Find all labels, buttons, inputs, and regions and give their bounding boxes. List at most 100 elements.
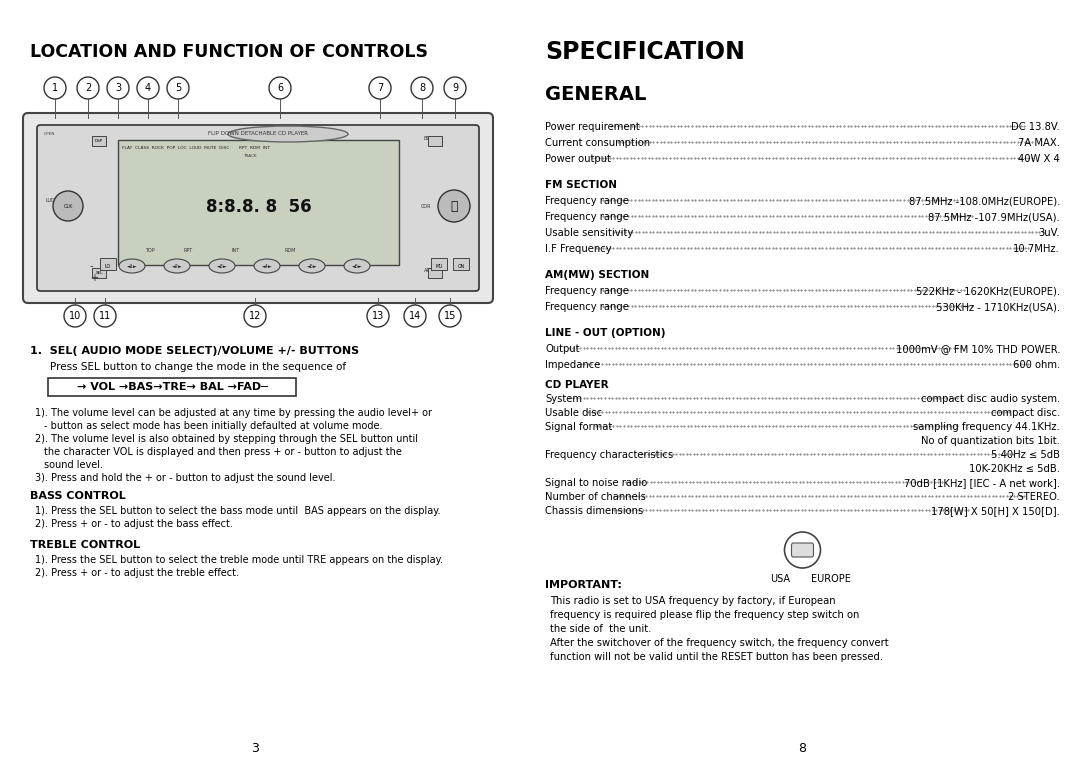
Bar xyxy=(428,268,442,278)
Text: Usable disc: Usable disc xyxy=(545,408,603,418)
Text: 1: 1 xyxy=(52,83,58,93)
Circle shape xyxy=(77,77,99,99)
Text: RDM: RDM xyxy=(284,248,296,252)
Text: TRACK: TRACK xyxy=(243,154,257,158)
Text: CD PLAYER: CD PLAYER xyxy=(545,380,609,390)
Text: AP: AP xyxy=(424,267,430,273)
Circle shape xyxy=(784,532,821,568)
Text: 2: 2 xyxy=(85,83,91,93)
Text: 10K-20KHz ≤ 5dB.: 10K-20KHz ≤ 5dB. xyxy=(969,464,1059,474)
Text: 8:8.8. 8  56: 8:8.8. 8 56 xyxy=(205,199,311,216)
Text: 1.  SEL( AUDIO MODE SELECT)/VOLUME +/- BUTTONS: 1. SEL( AUDIO MODE SELECT)/VOLUME +/- BU… xyxy=(30,346,360,356)
Text: 7A MAX.: 7A MAX. xyxy=(1018,138,1059,148)
Circle shape xyxy=(411,77,433,99)
Text: 8: 8 xyxy=(419,83,426,93)
Text: 1). The volume level can be adjusted at any time by pressing the audio level+ or: 1). The volume level can be adjusted at … xyxy=(35,408,432,418)
Text: ◄1►: ◄1► xyxy=(126,264,137,268)
Text: INT: INT xyxy=(232,248,240,252)
Text: Output: Output xyxy=(545,344,580,354)
Text: BD: BD xyxy=(424,135,431,141)
Text: 14: 14 xyxy=(409,311,421,321)
Text: 2 STEREO.: 2 STEREO. xyxy=(1009,492,1059,502)
Text: ◄4►: ◄4► xyxy=(261,264,272,268)
Text: 3). Press and hold the + or - button to adjust the sound level.: 3). Press and hold the + or - button to … xyxy=(35,473,336,483)
Bar xyxy=(428,136,442,146)
Text: 70dB [1KHz] [IEC - A net work].: 70dB [1KHz] [IEC - A net work]. xyxy=(904,478,1059,488)
Text: TREBLE CONTROL: TREBLE CONTROL xyxy=(30,540,140,550)
Bar xyxy=(118,140,399,265)
Text: FM SECTION: FM SECTION xyxy=(545,180,617,190)
Circle shape xyxy=(44,77,66,99)
Text: AM(MW) SECTION: AM(MW) SECTION xyxy=(545,270,649,280)
Text: ON: ON xyxy=(458,264,464,268)
Text: No of quantization bits 1bit.: No of quantization bits 1bit. xyxy=(921,436,1059,446)
Bar xyxy=(92,136,106,146)
Text: Number of channels: Number of channels xyxy=(545,492,646,502)
Circle shape xyxy=(167,77,189,99)
Text: the side of  the unit.: the side of the unit. xyxy=(550,624,651,634)
Text: 1). Press the SEL button to select the bass mode until  BAS appears on the displ: 1). Press the SEL button to select the b… xyxy=(35,506,441,516)
Text: After the switchover of the frequency switch, the frequency convert: After the switchover of the frequency sw… xyxy=(550,638,889,648)
Text: Power output: Power output xyxy=(545,154,611,164)
Text: 2). Press + or - to adjust the treble effect.: 2). Press + or - to adjust the treble ef… xyxy=(35,568,239,578)
Text: DSP: DSP xyxy=(95,139,103,143)
Text: → VOL →BAS→TRE→ BAL →FAD─: → VOL →BAS→TRE→ BAL →FAD─ xyxy=(77,382,268,392)
Bar xyxy=(431,258,447,270)
Text: ⏭: ⏭ xyxy=(450,199,458,212)
Ellipse shape xyxy=(119,259,145,273)
Circle shape xyxy=(269,77,291,99)
Text: Frequency range: Frequency range xyxy=(545,212,629,222)
Text: GENERAL: GENERAL xyxy=(545,85,646,103)
Text: 178[W] X 50[H] X 150[D].: 178[W] X 50[H] X 150[D]. xyxy=(931,506,1059,516)
Text: 10: 10 xyxy=(69,311,81,321)
Circle shape xyxy=(369,77,391,99)
Text: 5: 5 xyxy=(175,83,181,93)
Text: COR: COR xyxy=(421,203,432,209)
Text: This radio is set to USA frequency by factory, if European: This radio is set to USA frequency by fa… xyxy=(550,596,836,606)
Text: ◄2►: ◄2► xyxy=(172,264,183,268)
Text: RPT: RPT xyxy=(184,248,192,252)
Text: Impedance: Impedance xyxy=(545,360,600,370)
Text: sound level.: sound level. xyxy=(44,460,103,470)
Text: 8: 8 xyxy=(798,742,807,755)
Text: 4: 4 xyxy=(145,83,151,93)
Text: Press SEL button to change the mode in the sequence of: Press SEL button to change the mode in t… xyxy=(50,362,346,372)
Bar xyxy=(453,258,469,270)
Text: USA: USA xyxy=(770,574,791,584)
Text: compact disc.: compact disc. xyxy=(990,408,1059,418)
Ellipse shape xyxy=(228,126,348,142)
Text: 2). The volume level is also obtained by stepping through the SEL button until: 2). The volume level is also obtained by… xyxy=(35,434,418,444)
Text: Current consumption: Current consumption xyxy=(545,138,650,148)
Text: - button as select mode has been initially defaulted at volume mode.: - button as select mode has been initial… xyxy=(44,421,382,431)
Text: function will not be valid until the RESET button has been pressed.: function will not be valid until the RES… xyxy=(550,652,883,662)
Text: -: - xyxy=(90,261,94,271)
Text: 1000mV @ FM 10% THD POWER.: 1000mV @ FM 10% THD POWER. xyxy=(895,344,1059,354)
Text: EUROPE: EUROPE xyxy=(811,574,850,584)
Text: TOP: TOP xyxy=(145,248,154,252)
Text: 87.5MHz -107.9MHz(USA).: 87.5MHz -107.9MHz(USA). xyxy=(928,212,1059,222)
Bar xyxy=(100,258,116,270)
Ellipse shape xyxy=(345,259,370,273)
Text: sampling frequency 44.1KHz.: sampling frequency 44.1KHz. xyxy=(914,422,1059,432)
Text: Signal format: Signal format xyxy=(545,422,612,432)
Text: FLAT  CLASS  ROCK  POP  LOC  LOUD  MUTE  DISC       RPT  RDM  INT: FLAT CLASS ROCK POP LOC LOUD MUTE DISC R… xyxy=(122,146,270,150)
Text: +: + xyxy=(90,273,98,283)
Text: LO: LO xyxy=(105,264,111,268)
Circle shape xyxy=(64,305,86,327)
Text: 522KHz - 1620KHz(EUROPE).: 522KHz - 1620KHz(EUROPE). xyxy=(916,286,1059,296)
Circle shape xyxy=(438,190,470,222)
Text: LINE - OUT (OPTION): LINE - OUT (OPTION) xyxy=(545,328,665,338)
Text: 5.40Hz ≤ 5dB: 5.40Hz ≤ 5dB xyxy=(991,450,1059,460)
Circle shape xyxy=(94,305,116,327)
Text: LUD: LUD xyxy=(45,198,55,202)
Text: SPECIFICATION: SPECIFICATION xyxy=(545,40,745,64)
Text: Chassis dimensions: Chassis dimensions xyxy=(545,506,644,516)
Text: CLK: CLK xyxy=(64,203,72,209)
Text: LOCATION AND FUNCTION OF CONTROLS: LOCATION AND FUNCTION OF CONTROLS xyxy=(30,43,428,61)
FancyBboxPatch shape xyxy=(37,125,480,291)
Text: BASS CONTROL: BASS CONTROL xyxy=(30,491,125,501)
Text: the character VOL is displayed and then press + or - button to adjust the: the character VOL is displayed and then … xyxy=(44,447,402,457)
Circle shape xyxy=(438,305,461,327)
Text: Usable sensitivity: Usable sensitivity xyxy=(545,228,633,238)
Bar xyxy=(92,268,106,278)
